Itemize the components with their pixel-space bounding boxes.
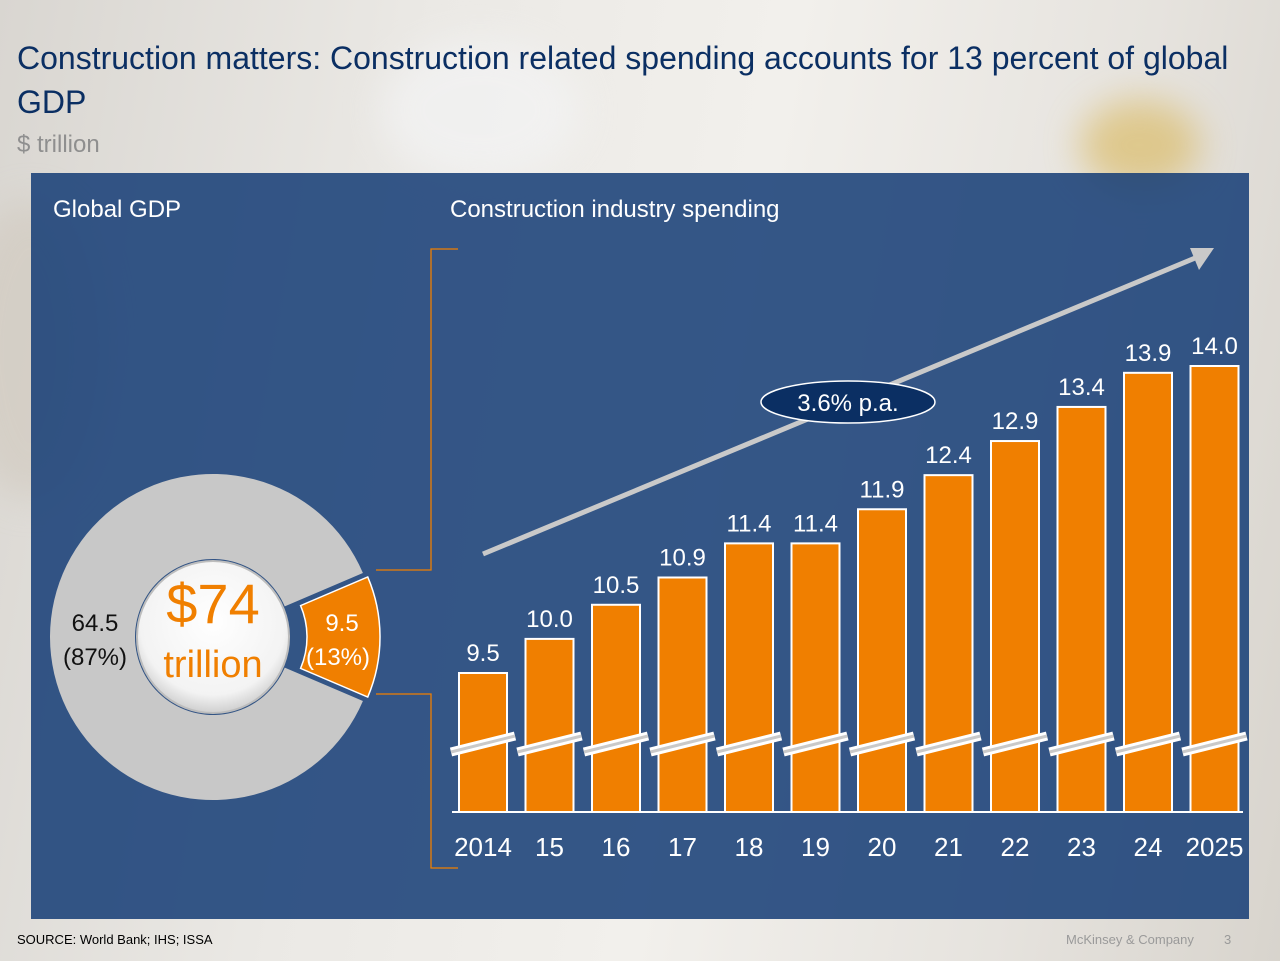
axis-break-line [916,734,981,754]
bar-value-label: 9.5 [466,640,499,667]
bar-value-label: 13.9 [1125,340,1172,367]
x-tick-label: 18 [735,832,764,862]
bar-value-label: 11.9 [860,476,905,503]
x-tick-label: 23 [1067,832,1096,862]
axis-break-line [650,734,715,754]
background-photo-blur [380,40,580,180]
axis-break-line [849,734,915,754]
x-tick-label: 20 [868,832,897,862]
bar-value-label: 13.4 [1058,374,1105,401]
axis-break-line [716,734,782,754]
pie-label-construction-percent: (13%) [306,644,370,671]
cagr-label: 3.6% p.a. [797,390,898,417]
global-gdp-label: Global GDP [53,196,182,223]
bar [591,603,641,813]
axis-break-line [783,734,848,754]
growth-arrow: 3.6% p.a. [482,248,1214,557]
bar-value-label: 14.0 [1191,333,1238,360]
x-tick-label: 16 [602,832,631,862]
page-number: 3 [1224,932,1232,947]
x-tick-label: 22 [1001,832,1030,862]
donut-center-unit: trillion [163,644,262,686]
bracket-bottom [376,693,458,869]
source-note: SOURCE: World Bank; IHS; ISSA [17,932,213,947]
bar-value-label: 12.9 [992,408,1039,435]
bar-value-label: 11.4 [727,510,772,537]
construction-spending-label: Construction industry spending [450,196,780,223]
pie-label-other-value: 64.5 [72,610,119,637]
axis-break-line [1049,734,1114,754]
x-tick-label: 19 [801,832,830,862]
slide-title: Construction matters: Construction relat… [17,40,1229,120]
axis-break-line [450,734,516,754]
bar-value-label: 10.0 [526,606,573,633]
gdp-donut-chart: $74 trillion 64.5 (87%) 9.5 (13%) [49,473,381,800]
x-tick-label: 24 [1134,832,1163,862]
connector-bracket [376,248,458,869]
bar-value-label: 12.4 [925,442,972,469]
construction-bar-chart: 9.5 2014 10.0 15 10.5 16 10.9 17 11.4 18 11.4 19 11.… [449,333,1248,862]
bar [857,508,907,813]
bar-value-label: 10.5 [593,572,640,599]
x-tick-label: 17 [668,832,697,862]
bar-value-label: 11.4 [793,510,838,537]
bar [990,440,1040,813]
bar [790,542,841,814]
donut-center [136,560,290,714]
bracket-top [376,248,458,571]
axis-break-line [517,734,582,754]
pie-slice-construction [299,575,381,699]
x-tick-label: 21 [934,832,963,862]
x-tick-label: 15 [535,832,564,862]
slide-subtitle: $ trillion [17,131,100,158]
axis-break-line [1115,734,1181,754]
axis-break-line [1182,734,1247,754]
pie-label-construction-value: 9.5 [325,610,358,637]
bar-value-label: 10.9 [659,544,706,571]
pie-slice-other [49,473,363,800]
bar [923,474,974,813]
x-tick-label: 2025 [1186,832,1244,862]
x-tick-label: 2014 [454,832,512,862]
axis-break-line [583,734,649,754]
bar [524,637,575,814]
cagr-badge [760,380,936,424]
growth-arrow-head [1190,248,1214,270]
bar [657,576,708,813]
bar [724,542,774,814]
pie-label-other-percent: (87%) [63,644,127,671]
brand-name: McKinsey & Company [1066,932,1194,947]
axis-break-line [982,734,1048,754]
donut-center-value: $74 [166,572,259,635]
